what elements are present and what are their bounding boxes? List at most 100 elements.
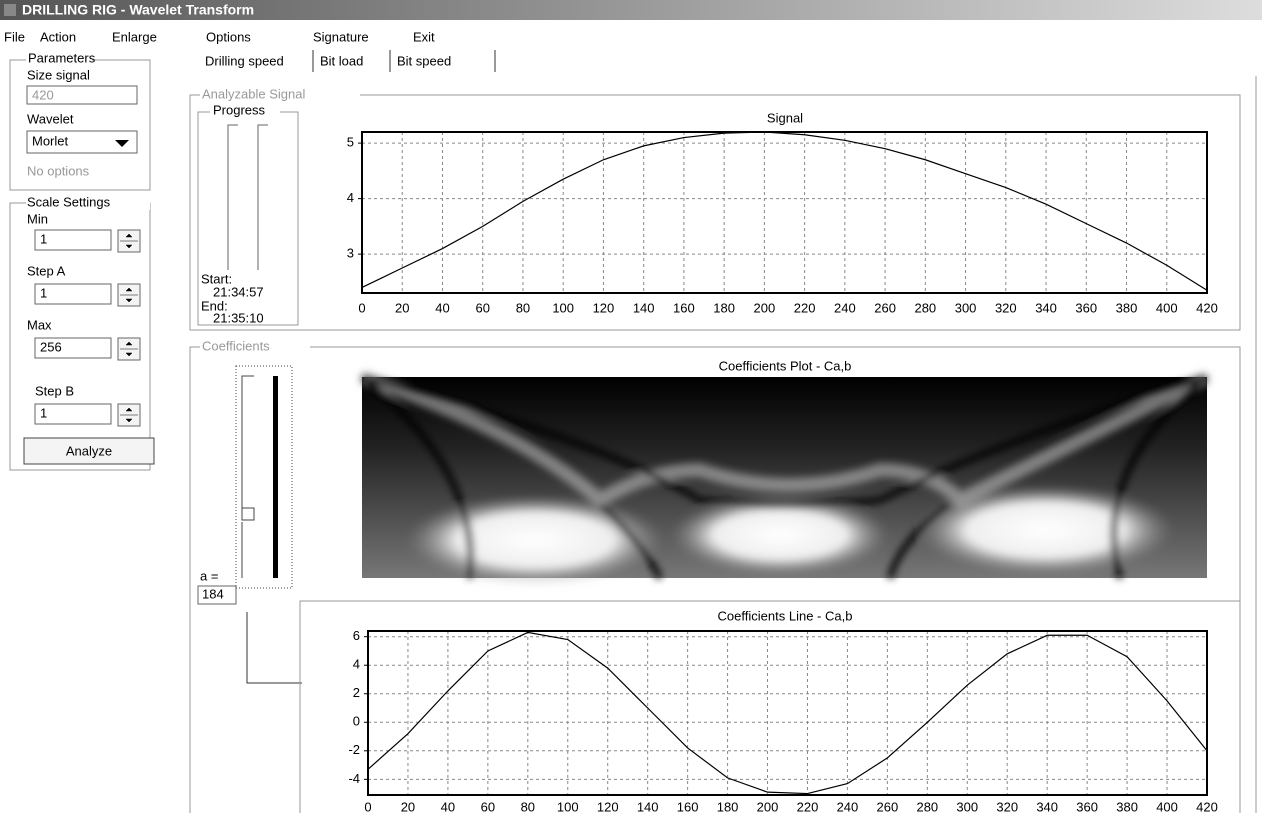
menu-item[interactable]: Enlarge	[112, 29, 157, 44]
x-tick-label: 120	[597, 799, 619, 813]
wavelet-value: Morlet	[32, 133, 69, 148]
y-tick-label: -2	[348, 742, 360, 757]
data-line	[361, 131, 1208, 291]
group-caption-bg	[26, 52, 92, 66]
x-tick-label: 60	[475, 300, 489, 315]
menu-item[interactable]: File	[4, 29, 25, 44]
analyze-button[interactable]	[23, 437, 155, 465]
heatmap-blob	[915, 485, 1175, 575]
plot-frame	[367, 630, 1208, 796]
x-tick-label: 20	[401, 799, 415, 813]
x-tick-label: 260	[877, 799, 899, 813]
x-tick-label: 380	[1116, 300, 1138, 315]
spin-arrows	[120, 341, 138, 357]
app-icon	[4, 4, 16, 16]
heatmap-band	[359, 370, 1211, 509]
signal-group	[189, 94, 1241, 331]
wavelet-dropdown[interactable]	[26, 130, 138, 154]
label: End:	[201, 298, 228, 313]
y-tick-label: 5	[347, 135, 354, 150]
group-title: Analyzable Signal	[202, 86, 305, 101]
y-tick-label: 3	[347, 246, 354, 261]
spin-field[interactable]	[34, 337, 112, 359]
x-tick-label: 100	[557, 799, 579, 813]
spin-arrows	[120, 287, 138, 303]
line-frame	[299, 600, 1241, 813]
x-tick-label: 380	[1116, 799, 1138, 813]
dropdown-arrow	[115, 140, 129, 147]
menu-item[interactable]: Options	[206, 29, 251, 44]
x-tick-label: 320	[995, 300, 1017, 315]
group-title: Coefficients	[202, 338, 270, 353]
a-value: 184	[202, 586, 224, 601]
group-title: Progress	[213, 102, 266, 117]
group-caption-bg	[26, 196, 150, 210]
spin-field[interactable]	[34, 403, 112, 425]
spin-value: 1	[40, 285, 47, 300]
slider-bar	[273, 376, 278, 578]
menu-item[interactable]: Exit	[413, 29, 435, 44]
chart-title: Coefficients Plot - Ca,b	[719, 358, 852, 373]
x-tick-label: 180	[717, 799, 739, 813]
x-tick-label: 100	[552, 300, 574, 315]
y-tick-label: 0	[353, 714, 360, 729]
tab[interactable]: Bit load	[320, 53, 363, 68]
spin-field[interactable]	[34, 283, 112, 305]
x-tick-label: 200	[757, 799, 779, 813]
heatmap-blob	[670, 495, 890, 575]
y-tick-label: 4	[353, 657, 360, 672]
a-field	[197, 585, 237, 605]
x-tick-label: 340	[1036, 799, 1058, 813]
tab[interactable]: Drilling speed	[205, 53, 284, 68]
menu-item[interactable]: Action	[40, 29, 76, 44]
x-tick-label: 320	[996, 799, 1018, 813]
spin-value: 256	[40, 339, 62, 354]
coefficients-group	[189, 346, 1241, 813]
x-tick-label: 120	[593, 300, 615, 315]
connector	[246, 612, 302, 684]
x-tick-label: 280	[914, 300, 936, 315]
x-tick-label: 360	[1076, 799, 1098, 813]
label: Start:	[201, 271, 232, 286]
x-tick-label: 180	[713, 300, 735, 315]
x-tick-label: 80	[521, 799, 535, 813]
x-tick-label: 300	[956, 799, 978, 813]
y-tick-label: 2	[353, 685, 360, 700]
x-tick-label: 340	[1035, 300, 1057, 315]
x-tick-label: 0	[364, 799, 371, 813]
label: Max	[27, 317, 52, 332]
size-field	[26, 85, 138, 105]
button-label: Analyze	[66, 443, 112, 458]
data-line	[367, 631, 1208, 795]
x-tick-label: 360	[1075, 300, 1097, 315]
tab[interactable]: Bit speed	[397, 53, 451, 68]
y-tick-label: 4	[347, 190, 354, 205]
x-tick-label: 160	[677, 799, 699, 813]
x-tick-label: 140	[637, 799, 659, 813]
x-tick-label: 20	[395, 300, 409, 315]
group-caption-bg	[200, 340, 310, 354]
progress-bars	[227, 124, 268, 270]
note: No options	[27, 163, 90, 178]
label: Wavelet	[27, 111, 74, 126]
chart-title: Coefficients Line - Ca,b	[718, 608, 853, 623]
x-tick-label: 220	[794, 300, 816, 315]
x-tick-label: 240	[834, 300, 856, 315]
group-caption-bg	[200, 88, 360, 102]
slider-track	[241, 375, 255, 578]
x-tick-label: 220	[797, 799, 819, 813]
scale-slider[interactable]	[235, 365, 293, 589]
size-value: 420	[32, 87, 54, 102]
x-tick-label: 80	[516, 300, 530, 315]
heatmap-band	[360, 374, 1209, 580]
group-caption-bg	[210, 104, 280, 118]
x-tick-label: 260	[874, 300, 896, 315]
label: a =	[200, 568, 218, 583]
spin-field[interactable]	[34, 229, 112, 251]
x-tick-label: 400	[1156, 300, 1178, 315]
x-tick-label: 400	[1156, 799, 1178, 813]
x-tick-label: 60	[481, 799, 495, 813]
menu-item[interactable]: Signature	[313, 29, 369, 44]
group-title: Scale Settings	[27, 194, 111, 209]
